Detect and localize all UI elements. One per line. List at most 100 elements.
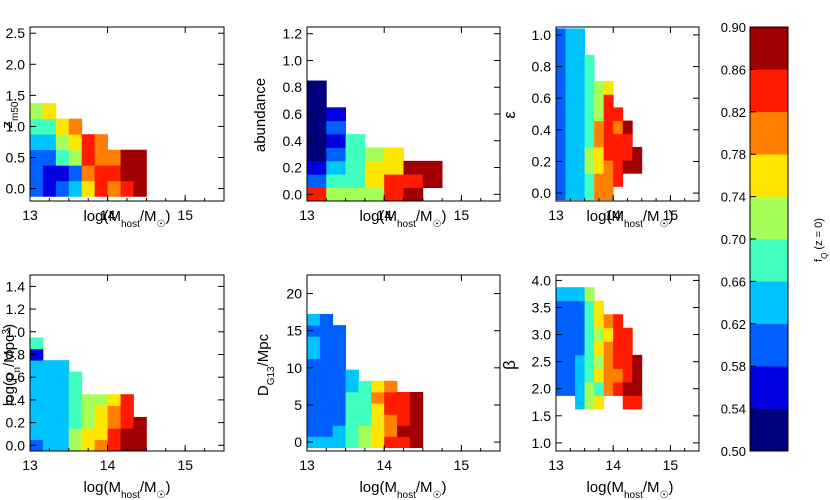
heatmap-cell [384, 380, 398, 393]
heatmap-cell [326, 147, 346, 162]
heatmap-cell [565, 354, 576, 369]
y-tick-label: 0.0 [532, 185, 552, 201]
heatmap-cell [364, 147, 385, 162]
y-tick-label: 2.5 [532, 354, 552, 370]
heatmap-cell [575, 300, 585, 315]
heatmap-cell [81, 134, 96, 151]
heatmap-cell [565, 54, 576, 69]
heatmap-cell [55, 405, 70, 418]
heatmap-cell [622, 341, 633, 356]
x-tick-label: 15 [454, 457, 470, 473]
heatmap-cell [613, 381, 624, 396]
heatmap-cell [42, 149, 57, 166]
heatmap-cell [422, 160, 443, 175]
heatmap-cell [319, 347, 334, 359]
heatmap-cell [603, 173, 614, 187]
heatmap-cell [603, 186, 614, 201]
heatmap-cell [622, 395, 633, 410]
heatmap-cell [575, 94, 585, 108]
heatmap-cell [575, 54, 585, 69]
x-axis-label: log(Mhost/M☉) [586, 208, 673, 230]
heatmap-cell [575, 133, 585, 148]
panel-epsilon: 13 14 15 0.0 0.2 0.4 0.6 0.8 1.0 ε log(Mhost/M☉) [500, 26, 700, 230]
heatmap-cell [30, 165, 44, 182]
heatmap-cell [307, 414, 321, 426]
heatmap-cell [556, 133, 566, 148]
heatmap-cell [556, 107, 566, 122]
heatmap-cell [319, 391, 334, 404]
heatmap-cell [584, 173, 595, 187]
y-tick-label: 2.0 [532, 381, 552, 397]
heatmap-cell [594, 133, 605, 148]
heatmap-cell [409, 414, 424, 426]
heatmap-cell [384, 425, 398, 437]
colorbar-tick-label: 0.58 [721, 359, 746, 374]
heatmap-cell [345, 134, 366, 148]
heatmap-cell [613, 146, 624, 161]
heatmap-cell [307, 134, 327, 148]
heatmap-cell [364, 187, 385, 202]
heatmap-cell [30, 348, 44, 361]
heatmap-cell [403, 187, 424, 202]
heatmap-cell [613, 314, 624, 329]
heatmap-cell [575, 314, 585, 329]
heatmap-cell [613, 173, 624, 187]
heatmap-cell [397, 391, 411, 404]
heatmap-cell [556, 120, 566, 135]
x-axis-label: log(Mhost/M☉) [83, 479, 170, 500]
heatmap-cell [68, 394, 83, 406]
heatmap-cell [332, 436, 346, 449]
heatmap-cell [584, 300, 595, 315]
heatmap-cell [133, 428, 147, 441]
y-tick-label: 0.8 [283, 79, 303, 95]
heatmap-cell [565, 327, 576, 342]
heatmap-cell [107, 165, 121, 182]
heatmap-cell [556, 94, 566, 108]
heatmap-cell [307, 325, 321, 337]
heatmap-cell [94, 180, 108, 197]
heatmap-cell [133, 439, 147, 452]
heatmap-cell [603, 94, 614, 108]
heatmap-cell [371, 403, 385, 415]
heatmap-cell [575, 160, 585, 174]
colorbar-tick-label: 0.74 [721, 190, 746, 205]
heatmap-cell [307, 436, 321, 449]
heatmap-cell [107, 428, 121, 441]
heatmap-cell [622, 160, 633, 174]
heatmap-cell [319, 425, 334, 437]
heatmap-cell [30, 337, 44, 350]
heatmap-cell [632, 395, 643, 410]
heatmap-cell [30, 405, 44, 418]
heatmap-cell [556, 147, 566, 161]
heatmap-cell [107, 180, 121, 197]
heatmap-cell [307, 369, 321, 382]
heatmap-cell [594, 395, 605, 410]
heatmap-cell [565, 173, 576, 187]
x-tick-label: 15 [177, 207, 193, 223]
y-tick-label: 0.5 [6, 150, 26, 166]
y-tick-label: 0.4 [283, 133, 303, 149]
heatmap-cell [613, 120, 624, 135]
x-tick-label: 14 [605, 207, 621, 223]
y-tick-label: 1.0 [283, 52, 303, 68]
heatmap-cell [565, 107, 576, 122]
heatmap-cell [603, 368, 614, 383]
heatmap-cell [94, 405, 108, 418]
heatmap-cell [319, 380, 334, 393]
heatmap-cell [42, 394, 57, 406]
y-tick-label: 0.0 [6, 181, 26, 197]
y-tick-label: 1.0 [532, 27, 552, 43]
heatmap-cell [384, 174, 404, 189]
heatmap-cell [345, 425, 359, 437]
heatmap-cell [584, 314, 595, 329]
heatmap-cell [575, 147, 585, 161]
heatmap-cell [565, 287, 576, 302]
heatmap-cell [307, 147, 327, 162]
heatmap-cell [556, 54, 566, 69]
heatmap-cell [584, 186, 595, 201]
heatmap-cell [632, 146, 643, 161]
heatmap-cell [307, 93, 327, 108]
heatmap-cell [332, 358, 346, 371]
heatmap-cell [55, 360, 70, 372]
